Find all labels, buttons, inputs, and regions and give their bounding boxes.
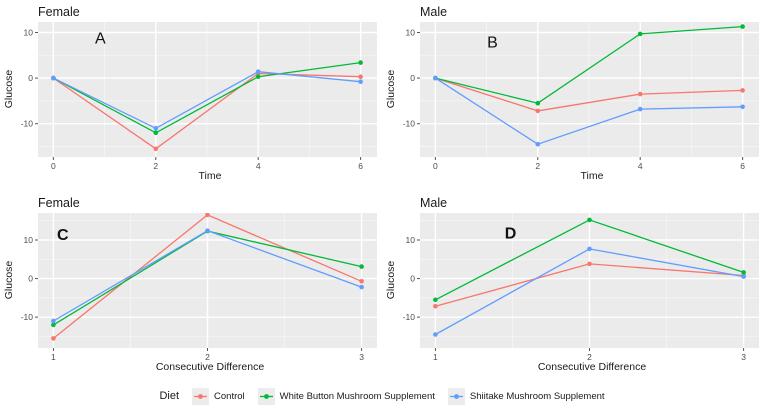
svg-text:0: 0 <box>28 274 33 284</box>
x-axis-title: Time <box>198 170 222 182</box>
chart-body: Glucose 0 2 4 6 -10 0 10 A <box>0 22 382 170</box>
legend: Diet Control White Button Mushroom Suppl… <box>0 380 764 412</box>
svg-text:D: D <box>505 226 517 243</box>
chart-panel-a: Female Glucose 0 2 4 6 -10 0 10 A Time <box>0 0 382 183</box>
svg-text:-10: -10 <box>21 312 34 322</box>
svg-text:2: 2 <box>153 161 158 170</box>
x-axis-title: Consecutive Difference <box>537 361 647 373</box>
plot-area-d: 1 2 3 -10 0 10 D <box>403 213 759 361</box>
svg-text:10: 10 <box>24 235 34 245</box>
plot-area-b: 0 2 4 6 -10 0 10 B <box>403 22 759 170</box>
panel-title: Male <box>420 196 448 210</box>
panel-title: Female <box>38 196 80 210</box>
svg-text:2: 2 <box>535 161 540 170</box>
svg-text:-10: -10 <box>21 119 34 129</box>
svg-text:4: 4 <box>256 161 261 170</box>
svg-text:3: 3 <box>359 352 364 361</box>
svg-text:6: 6 <box>358 161 363 170</box>
svg-text:10: 10 <box>24 27 34 37</box>
svg-text:1: 1 <box>51 352 56 361</box>
y-axis-title: Glucose <box>3 69 15 109</box>
panel-title: Female <box>38 5 80 19</box>
charts-grid: Female Glucose 0 2 4 6 -10 0 10 A Time Male Glu… <box>0 0 764 380</box>
legend-item-shiitake: Shiitake Mushroom Supplement <box>447 387 605 405</box>
chart-panel-b: Male Glucose 0 2 4 6 -10 0 10 B Time <box>382 0 764 183</box>
svg-text:B: B <box>487 35 498 52</box>
svg-text:10: 10 <box>406 27 416 37</box>
chart-body: Glucose 1 2 3 -10 0 10 C <box>0 213 382 361</box>
svg-text:3: 3 <box>741 352 746 361</box>
svg-text:-10: -10 <box>403 119 416 129</box>
svg-text:4: 4 <box>638 161 643 170</box>
svg-text:0: 0 <box>410 73 415 83</box>
svg-text:0: 0 <box>410 274 415 284</box>
y-axis-title: Glucose <box>385 69 397 109</box>
svg-text:1: 1 <box>433 352 438 361</box>
svg-text:C: C <box>57 227 69 244</box>
svg-text:6: 6 <box>740 161 745 170</box>
chart-body: Glucose 0 2 4 6 -10 0 10 B <box>382 22 764 170</box>
svg-text:2: 2 <box>587 352 592 361</box>
svg-text:10: 10 <box>406 235 416 245</box>
plot-area-a: 0 2 4 6 -10 0 10 A <box>21 22 377 170</box>
svg-text:0: 0 <box>51 161 56 170</box>
legend-item-white-button: White Button Mushroom Supplement <box>257 387 435 405</box>
chart-panel-c: Female Glucose 1 2 3 -10 0 10 C Consecutive Di… <box>0 183 382 380</box>
legend-item-control: Control <box>192 387 245 405</box>
x-axis-title: Time <box>580 170 604 182</box>
svg-text:2: 2 <box>205 352 210 361</box>
white-button-line-key-icon <box>257 387 275 405</box>
svg-text:-10: -10 <box>403 312 416 322</box>
legend-label: White Button Mushroom Supplement <box>279 390 435 402</box>
legend-label: Control <box>214 390 245 402</box>
x-axis-title: Consecutive Difference <box>155 361 265 373</box>
control-line-key-icon <box>192 387 210 405</box>
legend-label: Shiitake Mushroom Supplement <box>469 390 605 402</box>
panel-title: Male <box>420 5 448 19</box>
chart-body: Glucose 1 2 3 -10 0 10 D <box>382 213 764 361</box>
svg-text:0: 0 <box>433 161 438 170</box>
svg-text:A: A <box>95 31 106 48</box>
svg-text:0: 0 <box>28 73 33 83</box>
chart-panel-d: Male Glucose 1 2 3 -10 0 10 D Consecutive Diff… <box>382 183 764 380</box>
y-axis-title: Glucose <box>385 260 397 300</box>
shiitake-line-key-icon <box>447 387 465 405</box>
plot-area-c: 1 2 3 -10 0 10 C <box>21 213 377 361</box>
y-axis-title: Glucose <box>3 260 15 300</box>
legend-title: Diet <box>159 390 180 402</box>
